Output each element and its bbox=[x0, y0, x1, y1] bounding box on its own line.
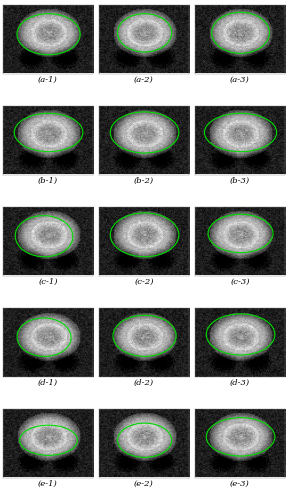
Text: (a-1): (a-1) bbox=[38, 76, 58, 84]
Text: (b-1): (b-1) bbox=[38, 177, 58, 184]
Text: (c-1): (c-1) bbox=[38, 278, 58, 286]
Text: (e-3): (e-3) bbox=[230, 480, 250, 488]
Text: (a-2): (a-2) bbox=[134, 76, 154, 84]
Text: (a-3): (a-3) bbox=[230, 76, 250, 84]
Text: (c-3): (c-3) bbox=[230, 278, 250, 286]
Text: (b-3): (b-3) bbox=[230, 177, 250, 184]
Text: (e-2): (e-2) bbox=[134, 480, 154, 488]
Text: (e-1): (e-1) bbox=[38, 480, 58, 488]
Text: (c-2): (c-2) bbox=[134, 278, 154, 286]
Text: (d-2): (d-2) bbox=[134, 379, 154, 387]
Text: (d-3): (d-3) bbox=[230, 379, 250, 387]
Text: (b-2): (b-2) bbox=[134, 177, 154, 184]
Text: (d-1): (d-1) bbox=[38, 379, 58, 387]
